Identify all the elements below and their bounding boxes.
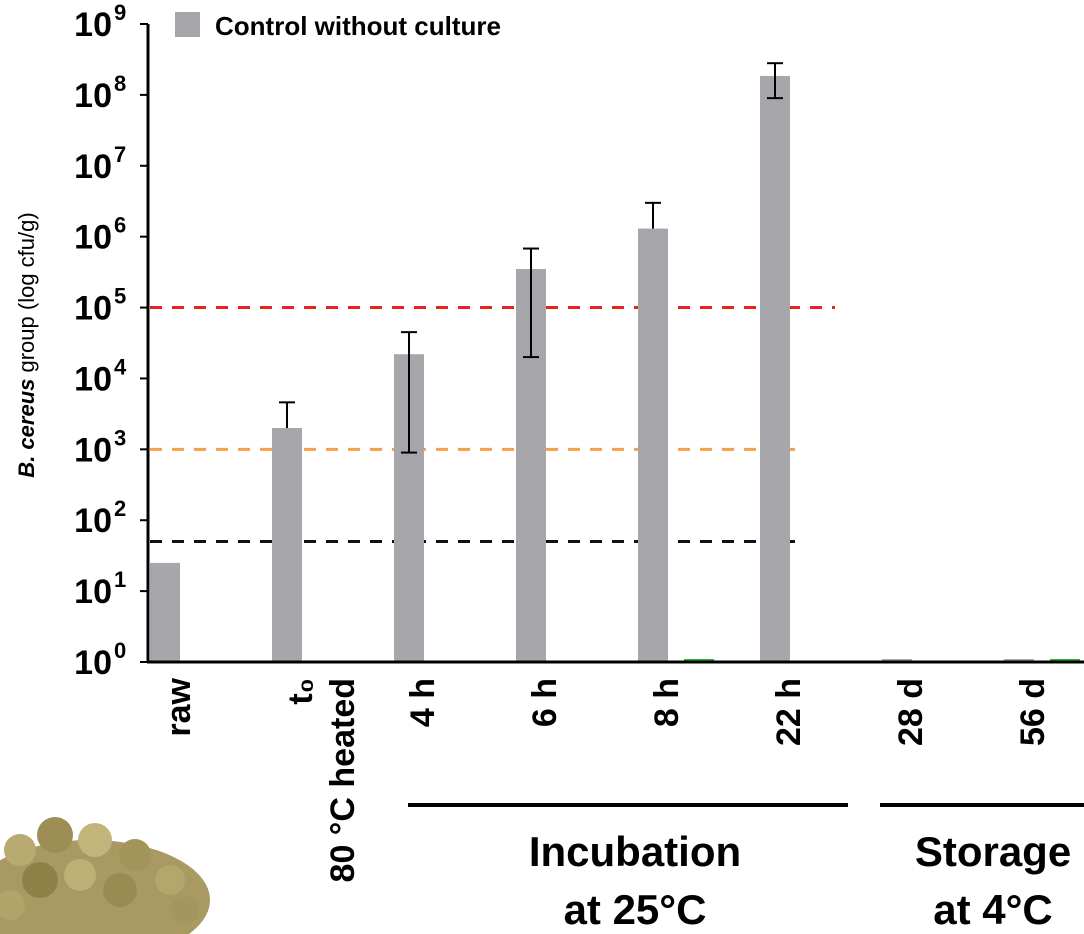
y-label-rest: group (log cfu/g) <box>14 212 39 378</box>
y-tick-label: 10 <box>74 573 112 611</box>
y-tick-exponent: 8 <box>114 71 126 96</box>
chart: B. cereus group (log cfu/g) 100101102103… <box>0 0 1084 934</box>
y-tick-label: 10 <box>74 148 112 186</box>
x-tick-label: 8 h <box>648 678 686 727</box>
x-tick-label: t₀ <box>282 678 320 705</box>
y-tick-exponent: 0 <box>114 638 126 663</box>
y-tick-exponent: 6 <box>114 213 126 238</box>
y-tick-label: 10 <box>74 502 112 540</box>
bar <box>638 229 668 662</box>
y-tick-label: 10 <box>74 360 112 398</box>
x-tick-label: raw <box>160 677 198 736</box>
y-tick-exponent: 1 <box>114 567 126 592</box>
bar <box>272 428 302 662</box>
y-tick-exponent: 7 <box>114 142 126 167</box>
y-tick-exponent: 9 <box>114 0 126 25</box>
error-bar <box>279 402 295 428</box>
x-tick-label: 28 d <box>892 678 930 746</box>
y-tick-exponent: 2 <box>114 496 126 521</box>
y-axis-label: B. cereus group (log cfu/g) <box>14 212 39 477</box>
x-tick-label: 4 h <box>404 678 442 727</box>
product-photo <box>0 817 210 934</box>
bar <box>150 563 180 662</box>
x-tick-label: 56 d <box>1014 678 1052 746</box>
legend-label: Control without culture <box>215 11 501 41</box>
y-label-italic: B. cereus <box>14 379 39 478</box>
x-tick-label: 6 h <box>526 678 564 727</box>
y-tick-exponent: 3 <box>114 425 126 450</box>
y-tick-label: 10 <box>74 290 112 328</box>
x-tick-label: 22 h <box>770 678 808 746</box>
y-tick-label: 10 <box>74 644 112 682</box>
y-tick-label: 10 <box>74 6 112 44</box>
y-tick-exponent: 5 <box>114 284 126 309</box>
y-tick-label: 10 <box>74 219 112 257</box>
y-tick-exponent: 4 <box>114 354 127 379</box>
y-tick-label: 10 <box>74 431 112 469</box>
x-tick-note: 80 °C heated <box>324 678 362 882</box>
group-label: Storage <box>915 828 1071 875</box>
group-label: Incubation <box>529 828 741 875</box>
bar <box>760 76 790 662</box>
group-label: at 4°C <box>933 886 1053 933</box>
legend-swatch <box>175 12 200 37</box>
y-tick-label: 10 <box>74 77 112 115</box>
group-label: at 25°C <box>564 886 707 933</box>
error-bar <box>645 203 661 229</box>
